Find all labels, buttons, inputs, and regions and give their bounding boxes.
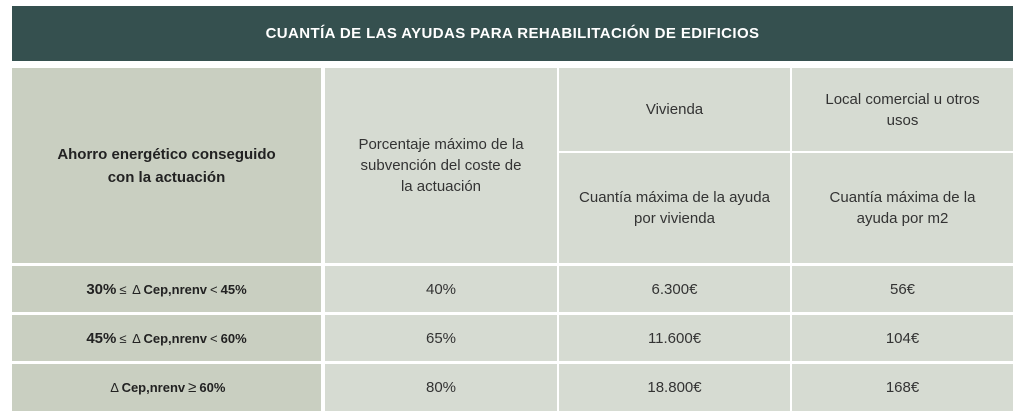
table-row-2-vivienda: 11.600€ <box>559 315 790 361</box>
row-1-pct-value: 40% <box>425 280 457 298</box>
row-1-op1: ≤ <box>119 281 127 297</box>
header-porcentaje: Porcentaje máximo de la subvención del c… <box>325 68 557 263</box>
table-row-1-pct: 40% <box>325 266 557 312</box>
row-3-op2: ≥ <box>188 379 197 396</box>
row-1-local-value: 56€ <box>889 280 916 298</box>
row-3-upper: 60% <box>199 380 226 395</box>
table-title: CUANTÍA DE LAS AYUDAS PARA REHABILITACIÓ… <box>265 25 760 42</box>
header-local: Local comercial u otros usos <box>792 68 1013 151</box>
header-cuantia-vivienda: Cuantía máxima de la ayuda por vivienda <box>559 153 790 263</box>
row-2-variable: Cep,nrenv <box>143 330 208 346</box>
row-2-pct-value: 65% <box>425 329 457 347</box>
table-row-2-pct: 65% <box>325 315 557 361</box>
row-1-delta-symbol: ∆ <box>132 281 141 297</box>
row-2-op1: ≤ <box>119 330 127 346</box>
row-3-pct-value: 80% <box>425 379 457 396</box>
row-1-vivienda-value: 6.300€ <box>651 280 698 298</box>
header-vivienda: Vivienda <box>559 68 790 151</box>
table-row-2-local: 104€ <box>792 315 1013 361</box>
row-3-delta-symbol: ∆ <box>110 380 119 395</box>
row-2-delta-symbol: ∆ <box>132 330 141 346</box>
table-title-banner: CUANTÍA DE LAS AYUDAS PARA REHABILITACIÓ… <box>12 6 1013 61</box>
row-1-variable: Cep,nrenv <box>143 281 208 297</box>
header-ahorro-label: Ahorro energético conseguido con la actu… <box>57 145 276 186</box>
header-cuantia-local-label: Cuantía máxima de la ayuda por m2 <box>829 189 976 227</box>
row-2-vivienda-value: 11.600€ <box>647 329 702 347</box>
table-row-1-local: 56€ <box>792 266 1013 312</box>
table-row-3-local: 168€ <box>792 364 1013 411</box>
table-row-1-ahorro: 30% ≤ ∆ Cep,nrenv < 45% <box>12 266 321 312</box>
row-2-op2: < <box>210 330 218 346</box>
row-3-local-value: 168€ <box>885 379 920 396</box>
row-1-op2: < <box>210 281 218 297</box>
row-3-vivienda-value: 18.800€ <box>647 379 702 396</box>
row-2-upper: 60% <box>220 330 247 346</box>
row-1-lower: 30% <box>86 280 117 298</box>
table-row-3-vivienda: 18.800€ <box>559 364 790 411</box>
header-local-label: Local comercial u otros usos <box>825 90 980 129</box>
row-2-lower: 45% <box>86 329 117 347</box>
header-vivienda-label: Vivienda <box>645 101 704 118</box>
table-row-3-pct: 80% <box>325 364 557 411</box>
header-cuantia-local: Cuantía máxima de la ayuda por m2 <box>792 153 1013 263</box>
table-row-1-vivienda: 6.300€ <box>559 266 790 312</box>
header-ahorro: Ahorro energético conseguido con la actu… <box>12 68 321 263</box>
row-1-upper: 45% <box>220 281 247 297</box>
table-row-3-ahorro: ∆ Cep,nrenv ≥ 60% <box>12 364 321 411</box>
header-cuantia-vivienda-label: Cuantía máxima de la ayuda por vivienda <box>579 189 770 227</box>
row-3-variable: Cep,nrenv <box>121 380 186 395</box>
row-2-local-value: 104€ <box>885 329 920 347</box>
header-porcentaje-label: Porcentaje máximo de la subvención del c… <box>358 136 524 195</box>
table-row-2-ahorro: 45% ≤ ∆ Cep,nrenv < 60% <box>12 315 321 361</box>
